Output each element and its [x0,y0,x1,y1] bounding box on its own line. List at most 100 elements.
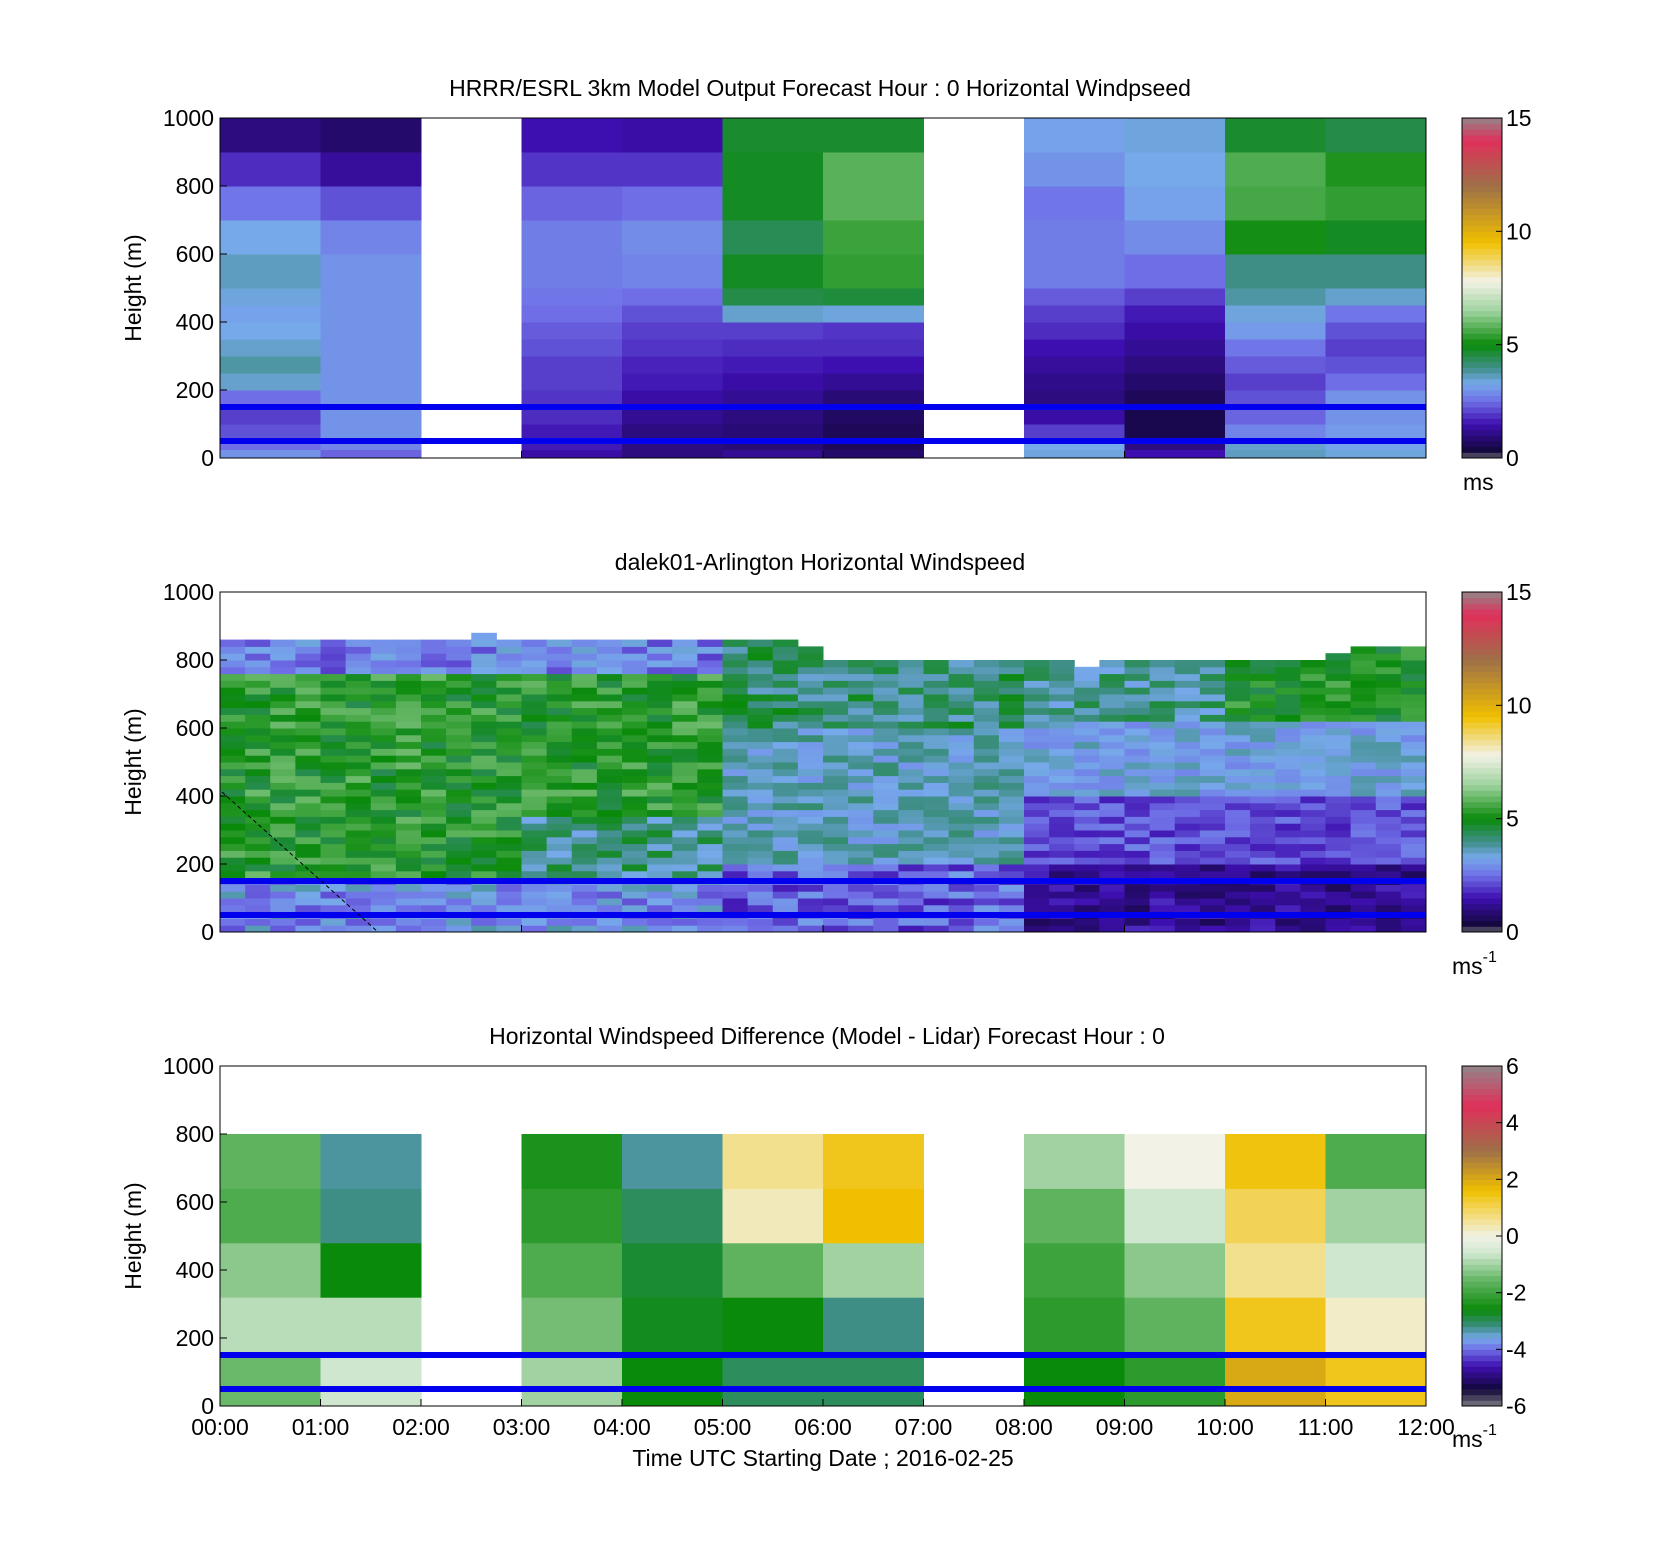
colorbar-segment [1462,801,1502,808]
heatmap-cell [1350,884,1377,892]
heatmap-cell [898,843,924,851]
heatmap-cell [1300,843,1326,851]
heatmap-cell [722,254,824,289]
heatmap-cell [345,884,372,892]
colorbar-segment [1462,909,1502,916]
heatmap-cell [1300,789,1326,797]
heatmap-cell [973,707,1000,715]
heatmap-cell [622,449,723,459]
heatmap-cell [345,816,372,824]
heatmap-cell [672,850,698,858]
heatmap-cell [245,789,271,797]
heatmap-cell [622,796,648,804]
heatmap-cell [596,802,623,811]
heatmap-cell [1325,322,1427,340]
heatmap-cell [772,660,799,668]
heatmap-cell [320,339,422,357]
heatmap-cell [848,830,874,838]
heatmap-cell [873,816,899,824]
heatmap-cell [898,918,924,926]
heatmap-cell [446,639,472,647]
heatmap-cell [1225,305,1326,323]
heatmap-cell [220,823,246,831]
heatmap-cell [1225,322,1326,340]
heatmap-cell [1024,1297,1125,1353]
heatmap-cell [421,891,447,899]
heatmap-cell [898,898,924,906]
heatmap-cell [446,789,472,797]
heatmap-cell [521,1351,623,1407]
heatmap-cell [496,755,522,763]
heatmap-cell [923,762,950,770]
heatmap-cell [747,918,774,926]
heatmap-cell [998,796,1025,804]
heatmap-cell [647,809,673,817]
heatmap-cell [923,714,950,722]
colorbar-tick-label: 10 [1506,218,1532,244]
heatmap-cell [697,850,723,858]
heatmap-cell [320,646,347,654]
colorbar-segment [1462,231,1502,238]
heatmap-cell [1199,836,1226,845]
heatmap-cell [270,904,296,913]
heatmap-cell [546,782,573,790]
heatmap-cell [546,707,573,715]
heatmap-cell [1225,356,1326,374]
heatmap-cell [823,762,849,770]
colorbar-tick-label: 5 [1506,806,1519,832]
heatmap-cell [1199,721,1226,729]
heatmap-cell [772,836,799,845]
heatmap-cell [672,653,698,661]
heatmap-cell [1375,775,1402,783]
heatmap-cell [1199,734,1226,743]
heatmap-cell [1225,748,1251,756]
heatmap-cell [1124,748,1151,756]
heatmap-cell [1225,870,1251,879]
heatmap-cell [722,796,749,804]
heatmap-cell [697,646,723,654]
heatmap-cell [521,666,548,675]
heatmap-cell [395,857,422,865]
heatmap-cell [546,741,573,749]
heatmap-cell [998,809,1025,817]
heatmap-cell [1049,680,1075,688]
heatmap-cell [647,721,673,729]
colorbar-segment [1462,881,1502,888]
heatmap-cell [697,870,723,879]
heatmap-cell [270,660,296,668]
colorbar-segment [1462,614,1502,621]
heatmap-cell [647,904,673,913]
heatmap-cell [1250,694,1276,702]
heatmap-cell [496,823,522,831]
heatmap-cell [1275,789,1301,797]
heatmap-cell [1250,707,1276,715]
colorbar-segment [1462,424,1502,431]
heatmap-cell [1024,687,1050,695]
heatmap-cell [1325,1134,1427,1189]
heatmap-cell [395,775,422,783]
panel-lidar: dalek01-Arlington Horizontal Windspeed 0… [120,549,1532,979]
heatmap-cell [1375,748,1402,756]
heatmap-cell [823,680,849,688]
heatmap-cell [1300,775,1326,783]
heatmap-cell [1400,836,1427,845]
heatmap-cell [622,748,648,756]
heatmap-cell [395,884,422,892]
colorbar-segment [1462,395,1502,402]
heatmap-cell [823,373,924,391]
colorbar-segment [1462,140,1502,147]
heatmap-cell [345,741,372,749]
heatmap-cell [697,782,723,790]
heatmap-cell [1250,748,1276,756]
colorbar-segment [1462,1372,1502,1379]
heatmap-cell [823,1297,924,1353]
heatmap-cell [446,864,472,872]
heatmap-cell [747,707,774,715]
heatmap-cell [998,857,1025,865]
x-tick-label: 10:00 [1196,1414,1254,1440]
heatmap-cell [1124,356,1226,374]
heatmap-cell [1400,816,1427,824]
heatmap-cell [722,755,749,763]
heatmap-cell [395,830,422,838]
heatmap-cell [596,700,623,709]
